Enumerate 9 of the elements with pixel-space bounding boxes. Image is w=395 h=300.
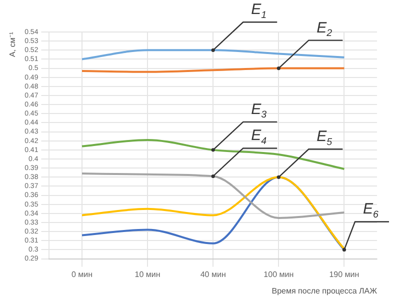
line-series (81, 48, 346, 60)
x-tick-label: 100 мин (264, 270, 294, 279)
x-tick-label: 190 мин (329, 270, 360, 279)
x-tick-label: 40 мин (200, 270, 226, 279)
y-axis-title: A, см⁻¹ (8, 32, 18, 57)
x-tick-label: 10 мин (134, 270, 160, 279)
x-axis-title: Время после процесса ЛАЖ (272, 286, 378, 296)
x-tick-label: 0 мин (71, 270, 93, 279)
line-series (81, 172, 346, 219)
